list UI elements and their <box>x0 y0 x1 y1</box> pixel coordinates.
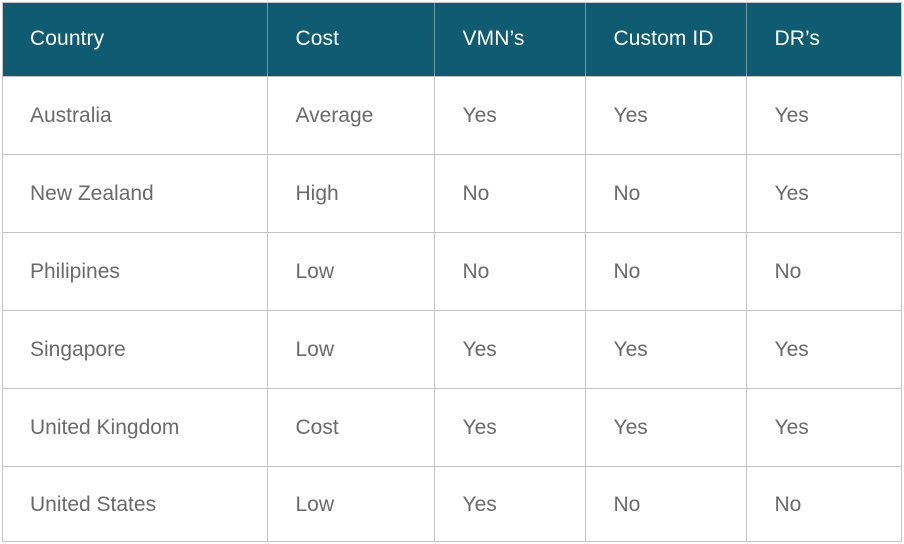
cell-cost: Low <box>266 232 434 311</box>
cell-drs: No <box>745 232 901 311</box>
cell-cost: Cost <box>266 388 434 467</box>
table-row: United Kingdom Cost Yes Yes Yes <box>3 388 901 467</box>
table-body: Australia Average Yes Yes Yes New Zealan… <box>3 76 901 541</box>
header-row: Country Cost VMN’s Custom ID DR’s <box>3 3 901 77</box>
cell-cost: Low <box>266 310 434 389</box>
header-cost: Cost <box>266 3 434 77</box>
table-row: United States Low Yes No No <box>3 466 901 541</box>
table-row: Philipines Low No No No <box>3 232 901 311</box>
cell-drs: Yes <box>745 76 901 155</box>
cell-drs: Yes <box>745 310 901 389</box>
cell-country: Philipines <box>3 232 267 311</box>
table-header: Country Cost VMN’s Custom ID DR’s <box>3 3 901 77</box>
cell-drs: Yes <box>745 388 901 467</box>
cell-country: Singapore <box>3 310 267 389</box>
cell-vmns: Yes <box>433 76 585 155</box>
cell-vmns: Yes <box>433 388 585 467</box>
header-drs: DR’s <box>745 3 901 77</box>
cell-cost: Average <box>266 76 434 155</box>
cell-country: United Kingdom <box>3 388 267 467</box>
cell-drs: No <box>745 466 901 541</box>
cell-vmns: No <box>433 154 585 233</box>
cell-country: United States <box>3 466 267 541</box>
table-row: Singapore Low Yes Yes Yes <box>3 310 901 389</box>
cell-custom-id: No <box>584 154 746 233</box>
cell-cost: Low <box>266 466 434 541</box>
cell-custom-id: No <box>584 232 746 311</box>
cell-vmns: Yes <box>433 310 585 389</box>
cell-custom-id: Yes <box>584 76 746 155</box>
cell-custom-id: Yes <box>584 310 746 389</box>
cell-drs: Yes <box>745 154 901 233</box>
cell-custom-id: No <box>584 466 746 541</box>
cell-cost: High <box>266 154 434 233</box>
cell-custom-id: Yes <box>584 388 746 467</box>
header-vmns: VMN’s <box>433 3 585 77</box>
table-row: New Zealand High No No Yes <box>3 154 901 233</box>
cell-country: New Zealand <box>3 154 267 233</box>
cell-vmns: No <box>433 232 585 311</box>
header-country: Country <box>3 3 267 77</box>
cell-vmns: Yes <box>433 466 585 541</box>
cell-country: Australia <box>3 76 267 155</box>
table-row: Australia Average Yes Yes Yes <box>3 76 901 155</box>
header-custom-id: Custom ID <box>584 3 746 77</box>
